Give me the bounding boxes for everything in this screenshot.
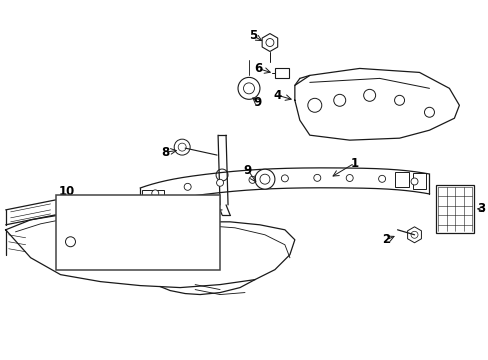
Text: 1: 1: [350, 157, 358, 170]
Text: 8: 8: [161, 145, 169, 159]
Bar: [274, 68, 288, 78]
Text: 6: 6: [253, 62, 262, 75]
Circle shape: [216, 179, 223, 186]
Text: 5: 5: [248, 29, 257, 42]
Circle shape: [281, 175, 288, 182]
Circle shape: [151, 190, 159, 197]
Circle shape: [394, 95, 404, 105]
Circle shape: [307, 98, 321, 112]
Circle shape: [424, 107, 433, 117]
Circle shape: [174, 139, 190, 155]
Circle shape: [238, 77, 260, 99]
Circle shape: [254, 169, 274, 189]
Polygon shape: [262, 33, 277, 51]
Circle shape: [346, 175, 352, 181]
Bar: [412, 173, 426, 189]
Text: 10: 10: [59, 185, 75, 198]
Ellipse shape: [144, 217, 166, 227]
Circle shape: [243, 83, 254, 94]
Circle shape: [197, 206, 211, 220]
Circle shape: [363, 89, 375, 101]
Circle shape: [178, 143, 186, 151]
Text: 9: 9: [253, 96, 262, 109]
Bar: [394, 171, 407, 188]
Text: 9: 9: [244, 163, 252, 176]
Circle shape: [65, 237, 75, 247]
Circle shape: [378, 175, 385, 182]
Circle shape: [410, 231, 417, 238]
Text: 11: 11: [102, 235, 118, 248]
Text: 7: 7: [205, 217, 214, 230]
Circle shape: [265, 39, 273, 46]
Circle shape: [260, 174, 269, 184]
Circle shape: [333, 94, 345, 106]
Bar: [142, 190, 164, 206]
Bar: [436, 185, 473, 233]
Circle shape: [216, 169, 227, 181]
Circle shape: [184, 183, 191, 190]
Circle shape: [410, 178, 417, 185]
Circle shape: [313, 174, 320, 181]
Circle shape: [200, 210, 207, 216]
Polygon shape: [407, 227, 421, 243]
Bar: [56, 195, 220, 270]
Text: 3: 3: [476, 202, 485, 215]
Text: 2: 2: [382, 233, 390, 246]
Text: 4: 4: [273, 89, 282, 102]
Circle shape: [248, 176, 255, 183]
